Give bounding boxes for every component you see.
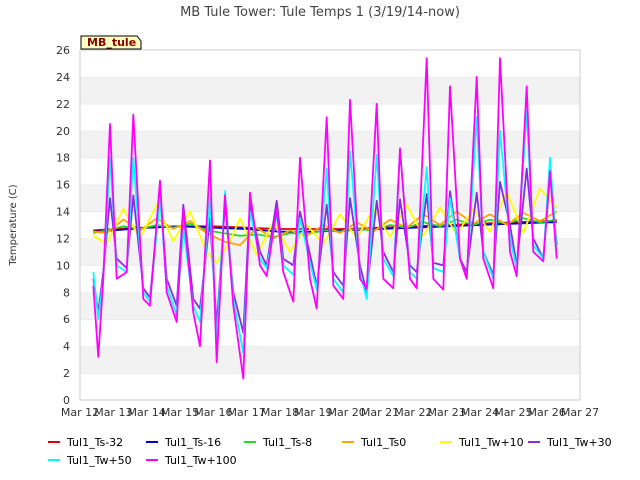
x-tick-label: Mar 13 xyxy=(94,406,132,419)
x-tick-label: Mar 14 xyxy=(128,406,166,419)
x-tick-label: Mar 17 xyxy=(228,406,266,419)
y-tick-label: 26 xyxy=(56,44,70,57)
legend-entry: Tul1_Tw+50 xyxy=(66,454,132,467)
y-tick-label: 22 xyxy=(56,98,70,111)
x-tick-label: Mar 12 xyxy=(61,406,99,419)
station-badge: MB_tule xyxy=(80,35,142,50)
y-tick-label: 0 xyxy=(63,394,70,407)
legend-entry: Tul1_Ts-32 xyxy=(66,436,123,449)
legend-entry: Tul1_Ts-8 xyxy=(262,436,312,449)
y-tick-label: 2 xyxy=(63,367,70,380)
x-tick-label: Mar 16 xyxy=(194,406,232,419)
legend-entry: Tul1_Tw+10 xyxy=(458,436,524,449)
y-tick-label: 6 xyxy=(63,313,70,326)
series-line-5 xyxy=(92,187,558,264)
station-badge-shape xyxy=(80,35,142,50)
legend-entry: Tul1_Tw+100 xyxy=(164,454,237,467)
x-tick-label: Mar 27 xyxy=(561,406,599,419)
x-tick-label: Mar 20 xyxy=(328,406,366,419)
chart-title: MB Tule Tower: Tule Temps 1 (3/19/14-now… xyxy=(180,5,460,20)
y-tick-label: 8 xyxy=(63,286,70,299)
y-tick-label: 16 xyxy=(56,179,70,192)
grid-band xyxy=(80,103,580,131)
grid-band xyxy=(80,319,580,347)
x-tick-label: Mar 21 xyxy=(361,406,399,419)
station-badge-label: MB_tule xyxy=(87,36,136,49)
series-line-8 xyxy=(92,57,558,380)
legend-entry: Tul1_Tw+30 xyxy=(546,436,612,449)
y-tick-label: 20 xyxy=(56,125,70,138)
legend-entry: Tul1_Ts-16 xyxy=(164,436,221,449)
grid-band xyxy=(80,50,580,77)
grid-band xyxy=(80,265,580,293)
legend-entry: Tul1_Ts0 xyxy=(360,436,406,449)
grid-band xyxy=(80,346,580,374)
x-tick-label: Mar 26 xyxy=(528,406,566,419)
x-tick-label: Mar 25 xyxy=(494,406,532,419)
grid-band xyxy=(80,76,580,104)
y-tick-label: 14 xyxy=(56,206,70,219)
y-tick-label: 10 xyxy=(56,259,70,272)
y-axis-label: Temperature (C) xyxy=(8,184,19,266)
grid-band xyxy=(80,292,580,320)
x-tick-label: Mar 15 xyxy=(161,406,199,419)
y-tick-label: 12 xyxy=(56,232,70,245)
y-tick-label: 18 xyxy=(56,152,70,165)
x-tick-label: Mar 22 xyxy=(394,406,432,419)
x-tick-label: Mar 19 xyxy=(294,406,332,419)
x-tick-label: Mar 23 xyxy=(428,406,466,419)
x-tick-label: Mar 24 xyxy=(461,406,499,419)
x-tick-label: Mar 18 xyxy=(261,406,299,419)
legend: Tul1_Ts-32 Tul1_Ts-16 Tul1_Ts-8 Tul1_Ts0 Tul… xyxy=(48,436,612,467)
grid-band xyxy=(80,373,580,400)
series-lines xyxy=(92,57,558,380)
y-tick-label: 4 xyxy=(63,340,70,353)
plot-area-frame xyxy=(79,49,581,401)
y-tick-label: 24 xyxy=(56,71,70,84)
